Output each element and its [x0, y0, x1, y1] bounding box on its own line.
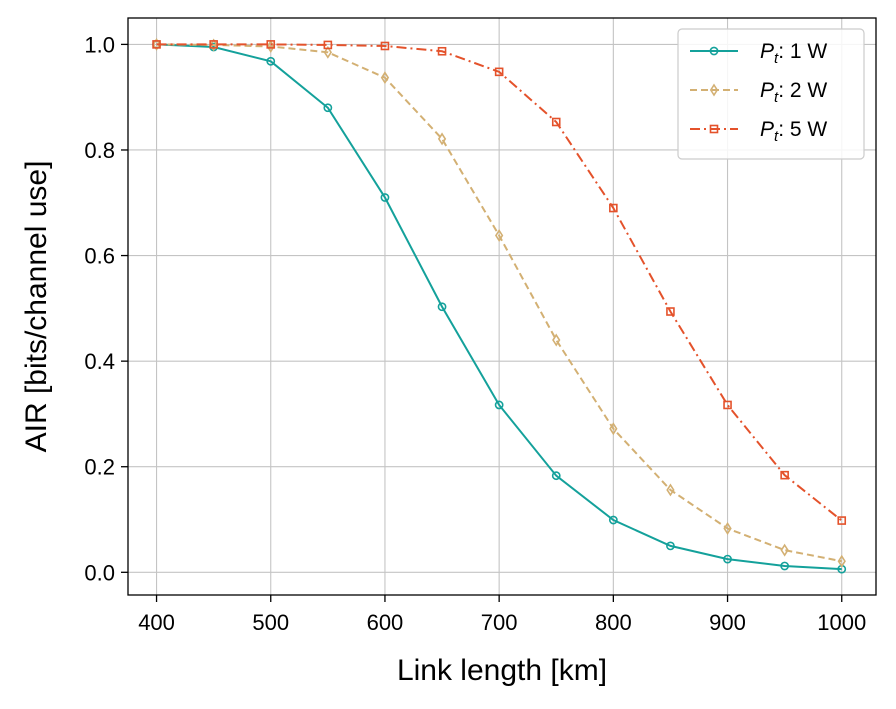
- data-point-marker: [266, 40, 276, 49]
- data-point-marker: [780, 561, 790, 571]
- x-tick-label: 600: [367, 610, 404, 635]
- data-point-marker: [323, 40, 333, 50]
- legend-label-symbol: P: [760, 79, 774, 102]
- x-tick-label: 900: [709, 610, 746, 635]
- data-point-marker: [608, 515, 618, 525]
- legend-label-subscript: t: [774, 89, 779, 106]
- legend-label-separator: :: [778, 40, 790, 63]
- series-line: [156, 43, 842, 571]
- legend-box: [677, 28, 865, 160]
- data-point-marker: [152, 37, 161, 51]
- legend-label-subscript: t: [774, 128, 779, 145]
- x-tick-label: 400: [138, 610, 175, 635]
- data-point-marker: [323, 45, 332, 59]
- x-axis: 400 500 600 700 800 900 1000: [138, 595, 866, 635]
- x-tick-label: 700: [481, 610, 518, 635]
- data-point-marker: [837, 516, 847, 525]
- data-point-marker: [709, 83, 719, 97]
- plot-frame: [127, 17, 877, 596]
- legend-label-value: 1 W: [790, 40, 828, 63]
- y-axis-title: AIR [bits/channel use]: [20, 161, 53, 453]
- legend-label-value: 5 W: [790, 118, 828, 141]
- data-point-marker: [666, 541, 675, 551]
- data-point-marker: [780, 470, 789, 480]
- series-0: [152, 39, 847, 574]
- legend-label-symbol: P: [760, 118, 774, 141]
- legend-label: Pt: 5 W: [760, 118, 827, 145]
- data-point-marker: [494, 67, 504, 77]
- legend-label-symbol: P: [760, 40, 774, 63]
- data-point-marker: [494, 400, 504, 410]
- data-point-marker: [552, 333, 561, 347]
- data-point-marker: [837, 554, 846, 568]
- data-point-marker: [709, 124, 719, 134]
- data-point-marker: [437, 302, 447, 312]
- data-point-marker: [709, 46, 719, 56]
- y-tick-label: 0.8: [84, 138, 115, 163]
- data-point-marker: [209, 38, 218, 52]
- data-point-marker: [209, 40, 218, 49]
- legend-item: Pt: 2 W: [690, 79, 827, 106]
- legend-label-subscript: t: [774, 50, 779, 67]
- data-point-marker: [609, 422, 618, 436]
- series-line: [156, 43, 842, 563]
- data-point-marker: [437, 46, 447, 56]
- x-tick-label: 800: [595, 610, 632, 635]
- data-point-marker: [551, 471, 561, 481]
- x-tick-label: 500: [252, 610, 289, 635]
- y-tick-label: 1.0: [84, 32, 115, 57]
- legend: Pt: 1 WPt: 2 WPt: 5 W: [677, 28, 865, 160]
- plot-series: [152, 37, 847, 574]
- data-point-marker: [380, 41, 390, 51]
- series-line: [156, 43, 843, 522]
- y-axis: 0.0 0.2 0.4 0.6 0.8 1.0: [84, 32, 128, 585]
- data-point-marker: [780, 543, 789, 557]
- data-point-marker: [666, 307, 675, 316]
- data-point-marker: [494, 229, 504, 242]
- data-point-marker: [380, 193, 390, 202]
- data-point-marker: [152, 40, 161, 49]
- y-tick-label: 0.2: [84, 455, 115, 480]
- legend-label: Pt: 1 W: [760, 40, 827, 67]
- data-point-marker: [266, 56, 276, 66]
- data-point-marker: [323, 103, 333, 113]
- legend-item: Pt: 1 W: [690, 40, 827, 67]
- data-point-marker: [666, 483, 675, 497]
- y-tick-label: 0.4: [84, 349, 115, 374]
- series-1: [152, 37, 846, 568]
- data-point-marker: [723, 400, 732, 410]
- legend-label-separator: :: [778, 118, 790, 141]
- y-tick-label: 0.0: [84, 560, 115, 585]
- data-point-marker: [437, 132, 447, 146]
- data-point-marker: [551, 117, 561, 127]
- data-point-marker: [723, 521, 732, 535]
- data-point-marker: [723, 554, 732, 564]
- data-point-marker: [380, 71, 390, 85]
- y-tick-label: 0.6: [84, 244, 115, 269]
- data-point-marker: [266, 40, 275, 53]
- x-axis-title: Link length [km]: [397, 654, 607, 687]
- legend-label-value: 2 W: [790, 79, 828, 102]
- legend-label-separator: :: [778, 79, 790, 102]
- legend-item: Pt: 5 W: [690, 118, 827, 145]
- x-tick-label: 1000: [817, 610, 866, 635]
- data-point-marker: [609, 203, 618, 213]
- legend-label: Pt: 2 W: [760, 79, 827, 106]
- series-2: [152, 40, 847, 525]
